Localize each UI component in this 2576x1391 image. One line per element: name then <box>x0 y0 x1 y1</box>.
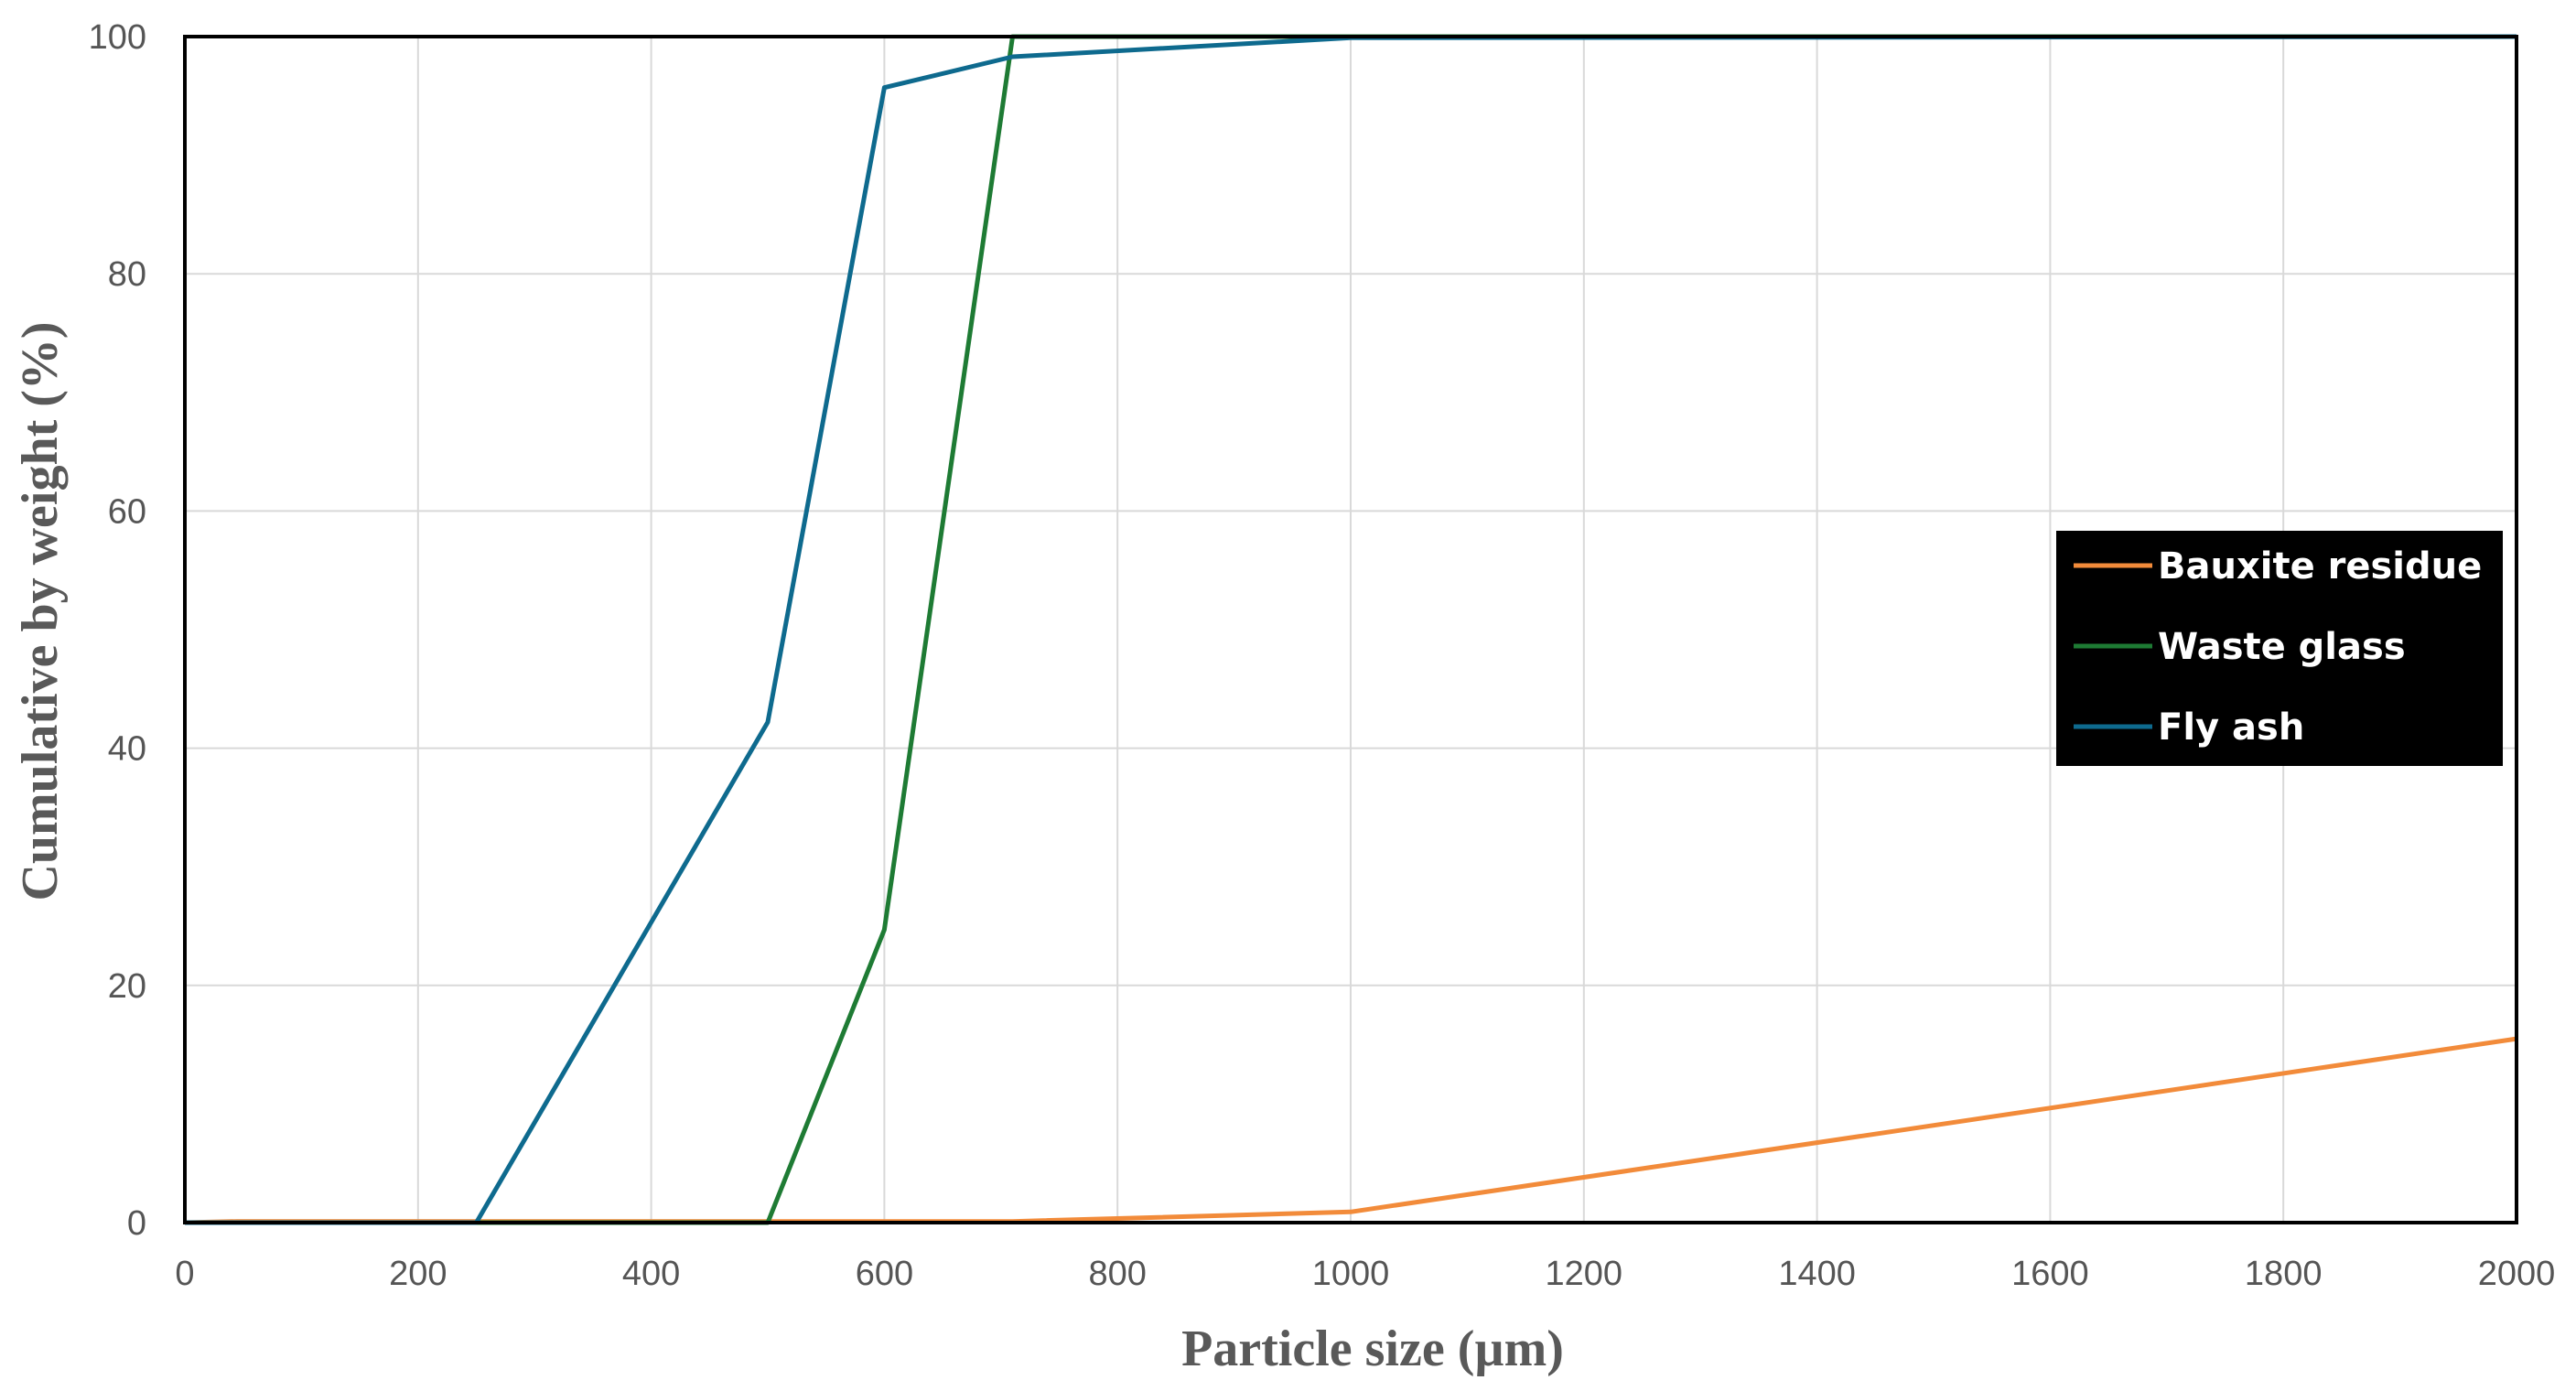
y-axis-title: Cumulative by weight (%) <box>12 321 69 900</box>
x-tick-label: 400 <box>622 1255 680 1293</box>
y-tick-label: 100 <box>89 18 146 57</box>
x-tick-label: 2000 <box>2478 1255 2556 1293</box>
legend-label-waste-glass: Waste glass <box>2158 626 2406 668</box>
legend: Bauxite residue Waste glass Fly ash <box>2056 531 2503 766</box>
x-axis-ticks: 0 200 400 600 800 1000 1200 1400 1600 1800 2000 <box>175 1255 2555 1293</box>
x-axis-title: Particle size (µm) <box>1181 1321 1564 1377</box>
legend-label-fly-ash: Fly ash <box>2158 706 2304 749</box>
y-tick-label: 80 <box>108 255 146 294</box>
x-tick-label: 200 <box>389 1255 447 1293</box>
y-tick-label: 20 <box>108 967 146 1006</box>
y-tick-label: 0 <box>127 1204 146 1243</box>
x-tick-label: 1800 <box>2245 1255 2323 1293</box>
x-tick-label: 0 <box>175 1255 194 1293</box>
y-axis-ticks: 0 20 40 60 80 100 <box>89 18 146 1243</box>
plot-frame <box>183 35 2518 1224</box>
y-tick-label: 60 <box>108 492 146 531</box>
x-tick-label: 1000 <box>1312 1255 1390 1293</box>
legend-label-bauxite-residue: Bauxite residue <box>2158 545 2482 588</box>
y-tick-label: 40 <box>108 730 146 769</box>
x-tick-label: 800 <box>1088 1255 1146 1293</box>
x-tick-label: 1200 <box>1546 1255 1623 1293</box>
x-tick-label: 1600 <box>2011 1255 2089 1293</box>
x-tick-label: 1400 <box>1778 1255 1856 1293</box>
x-tick-label: 600 <box>856 1255 913 1293</box>
